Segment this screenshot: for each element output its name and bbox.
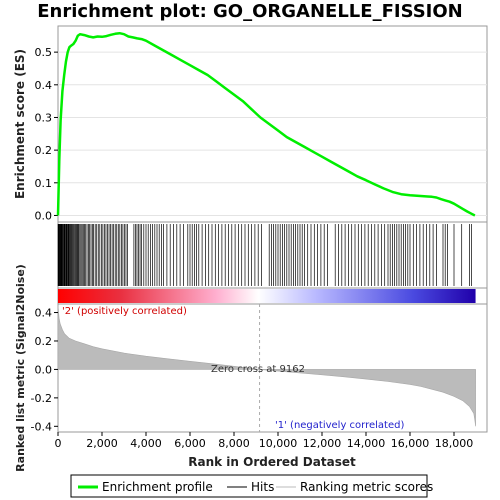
x-ticks: 0 2,000 4,000 6,000 8,000 10,000 12,000 14,000 1… — [55, 432, 474, 450]
legend-ranking-label: Ranking metric scores — [300, 480, 433, 494]
ranking-y-tick-label: -0.2 — [31, 392, 52, 405]
hits-panel-frame — [57, 221, 488, 289]
es-gridlines — [58, 51, 487, 216]
x-tick-label: 6,000 — [174, 437, 206, 450]
es-line-group — [56, 31, 476, 217]
hit-marks — [57, 224, 472, 286]
ranking-y-axis-label: Ranked list metric (Signal2Noise) — [14, 264, 27, 472]
legend-box — [70, 474, 428, 498]
x-tick-label: 8,000 — [218, 437, 250, 450]
zero-cross-label: Zero cross at 9162 — [211, 364, 305, 375]
es-y-axis-label: Enrichment score (ES) — [13, 49, 27, 199]
ranking-colorbar — [58, 289, 476, 303]
x-tick-label: 10,000 — [259, 437, 298, 450]
x-tick-label: 12,000 — [303, 437, 342, 450]
es-y-tick-label: 0.2 — [35, 144, 53, 157]
x-tick-label: 2,000 — [86, 437, 118, 450]
es-y-tick-label: 0.3 — [35, 111, 53, 124]
ranking-y-tick-label: 0.4 — [35, 307, 53, 320]
ranking-y-tick-label: -0.4 — [31, 420, 52, 433]
x-axis-label: Rank in Ordered Dataset — [188, 455, 356, 469]
x-tick-label: 16,000 — [391, 437, 430, 450]
negative-label: '1' (negatively correlated) — [275, 420, 404, 431]
ranking-y-tick-label: 0.2 — [35, 335, 53, 348]
ranking-metric-area — [57, 305, 476, 427]
ranking-metric-fill — [57, 305, 476, 427]
ranking-y-ticks: -0.4 -0.2 0.0 0.2 0.4 — [31, 307, 58, 433]
enrichment-profile-line — [56, 31, 476, 217]
ranking-y-tick-label: 0.0 — [35, 363, 53, 376]
chart-title: Enrichment plot: GO_ORGANELLE_FISSION — [37, 1, 463, 22]
legend-hits-label: Hits — [251, 480, 274, 494]
es-y-tick-label: 0.1 — [35, 177, 53, 190]
es-y-ticks: 0.0 0.1 0.2 0.3 0.4 0.5 — [35, 46, 58, 222]
x-tick-label: 18,000 — [435, 437, 474, 450]
es-y-tick-label: 0.0 — [35, 209, 53, 222]
x-tick-label: 4,000 — [130, 437, 162, 450]
es-y-tick-label: 0.4 — [35, 79, 53, 92]
legend-enrichment-label: Enrichment profile — [102, 480, 213, 494]
es-y-tick-label: 0.5 — [35, 46, 53, 59]
x-tick-label: 14,000 — [347, 437, 386, 450]
es-panel-frame — [57, 25, 488, 223]
positive-label: '2' (positively correlated) — [62, 306, 187, 317]
x-tick-label: 0 — [55, 437, 62, 450]
